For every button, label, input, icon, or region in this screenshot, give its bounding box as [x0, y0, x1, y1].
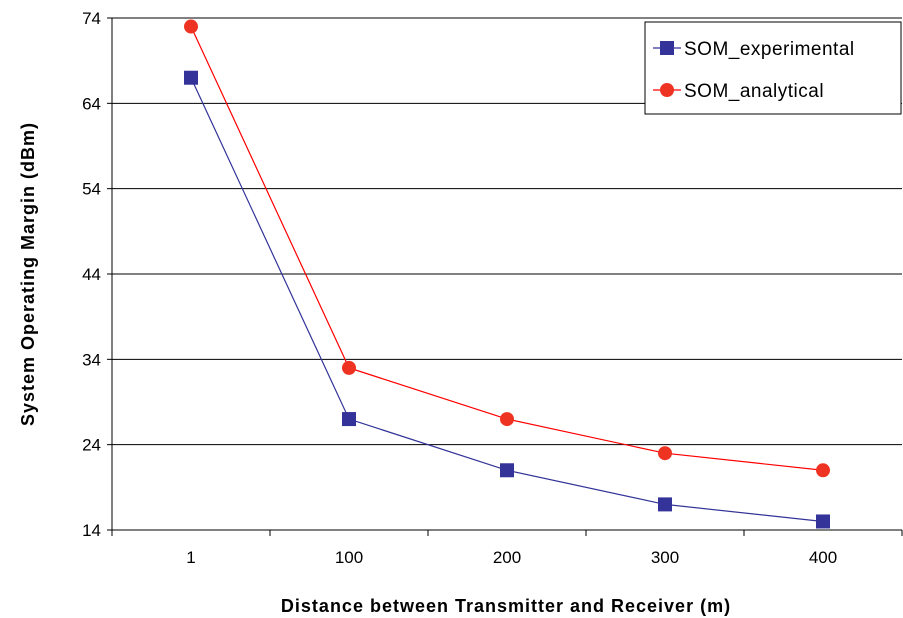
y-tick-label: 24	[82, 436, 101, 455]
legend-marker-analytical	[660, 83, 674, 97]
legend-box	[644, 21, 902, 115]
y-tick-label: 54	[82, 180, 101, 199]
data-point	[342, 412, 356, 427]
legend-label-analytical: SOM_analytical	[684, 81, 824, 102]
y-tick-label: 64	[82, 94, 101, 113]
y-ticks: 74 64 54 44 34 24 14	[82, 9, 112, 540]
y-tick-label: 34	[82, 350, 101, 369]
data-point	[816, 514, 830, 529]
data-point	[658, 446, 672, 461]
data-point	[500, 412, 514, 427]
x-axis-title: Distance between Transmitter and Receive…	[281, 596, 731, 616]
y-tick-label: 14	[82, 521, 101, 540]
data-point	[184, 19, 198, 34]
series-2	[184, 19, 830, 478]
series	[184, 19, 830, 529]
series-line	[190, 77, 824, 523]
series-1	[184, 70, 830, 529]
data-point	[816, 463, 830, 478]
gridlines	[112, 17, 902, 446]
data-point	[184, 70, 198, 85]
data-point	[342, 360, 356, 375]
x-ticks: 1 100 200 300 400	[111, 530, 903, 567]
y-tick-label: 44	[82, 265, 101, 284]
x-tick-label: 100	[335, 548, 363, 567]
data-point	[658, 497, 672, 512]
legend: SOM_experimental SOM_analytical	[644, 21, 902, 115]
x-tick-label: 1	[186, 548, 195, 567]
x-tick-label: 400	[809, 548, 837, 567]
legend-label-experimental: SOM_experimental	[684, 39, 855, 60]
x-tick-label: 200	[493, 548, 521, 567]
x-tick-label: 300	[651, 548, 679, 567]
y-tick-label: 74	[82, 9, 101, 28]
data-point	[500, 463, 514, 478]
y-axis-title: System Operating Margin (dBm)	[18, 122, 38, 426]
legend-marker-experimental	[660, 41, 674, 55]
